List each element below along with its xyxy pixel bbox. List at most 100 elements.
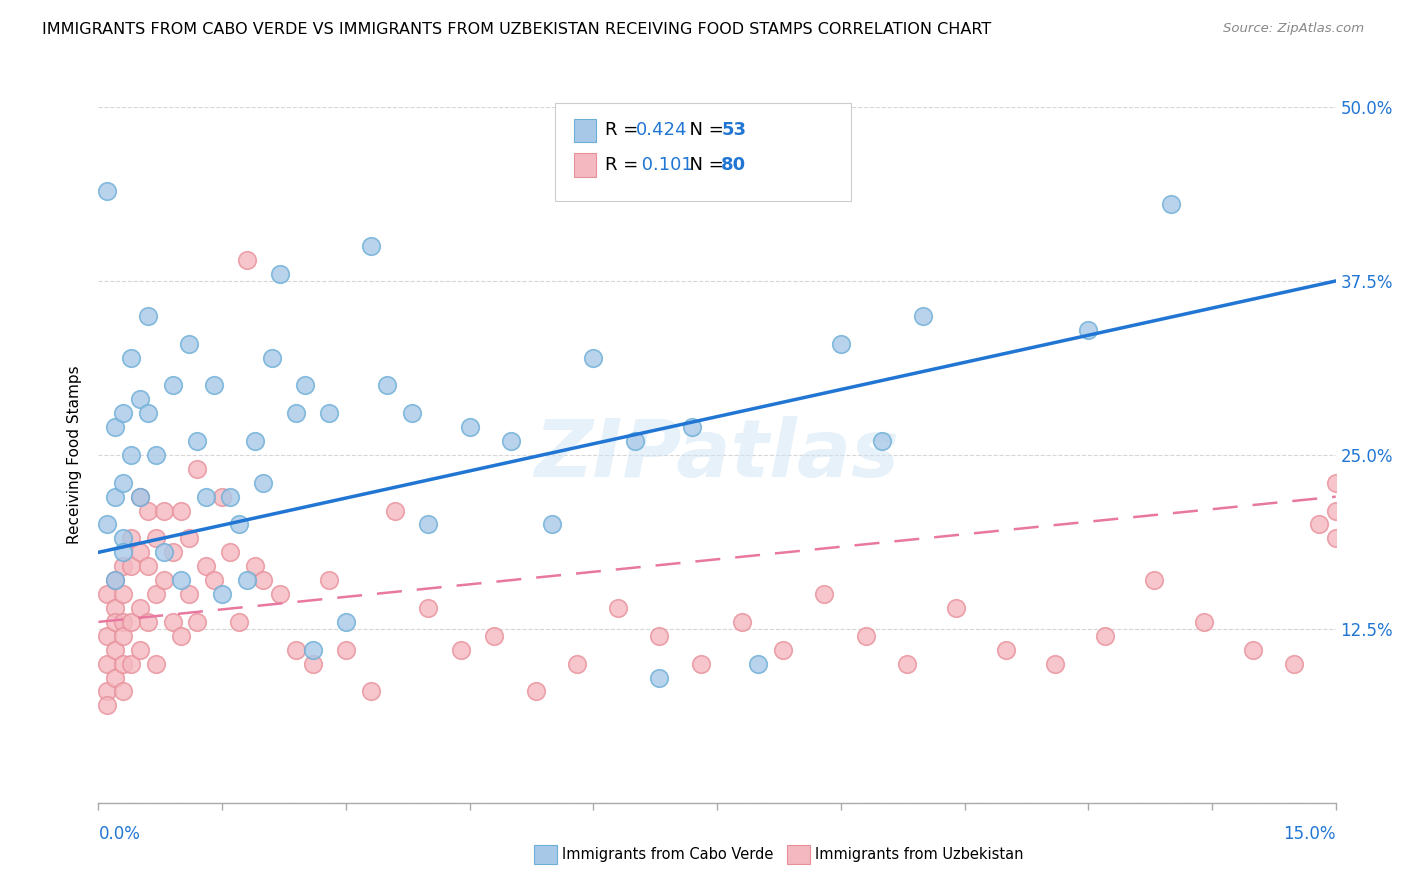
Point (285, 642, 308, 657)
Point (384, 503, 406, 517)
Point (772, 642, 794, 657)
Point (318, 573, 340, 587)
Text: R =: R = (605, 121, 644, 139)
Text: N =: N = (678, 121, 730, 139)
Point (731, 615, 754, 629)
Point (401, 406, 423, 420)
Point (170, 503, 193, 517)
Text: ZIPatlas: ZIPatlas (534, 416, 900, 494)
Point (269, 587, 291, 601)
Point (136, 503, 159, 517)
Point (120, 657, 142, 671)
Point (145, 587, 167, 601)
Point (375, 378, 398, 392)
Point (1284, 657, 1306, 671)
Point (541, 517, 564, 532)
Point (96, 629, 118, 643)
Point (418, 601, 440, 615)
Point (145, 448, 167, 462)
Point (912, 309, 935, 323)
Point (211, 587, 233, 601)
Point (236, 573, 259, 587)
Point (104, 642, 127, 657)
Point (170, 629, 193, 643)
Point (202, 378, 225, 392)
Point (896, 657, 918, 671)
Point (945, 601, 967, 615)
Point (120, 351, 142, 365)
Point (96, 698, 118, 713)
Point (228, 615, 250, 629)
Point (202, 573, 225, 587)
Point (120, 559, 142, 574)
Point (112, 545, 135, 559)
Point (104, 601, 127, 615)
Point (219, 490, 242, 504)
Point (194, 490, 217, 504)
Point (681, 420, 703, 434)
Point (855, 629, 877, 643)
Point (1077, 323, 1099, 337)
Point (458, 420, 481, 434)
Point (104, 671, 127, 685)
Point (136, 309, 159, 323)
Point (813, 587, 835, 601)
Text: Immigrants from Cabo Verde: Immigrants from Cabo Verde (562, 847, 773, 862)
Point (689, 657, 711, 671)
Point (96, 184, 118, 198)
Point (499, 434, 522, 448)
Text: N =: N = (678, 156, 730, 174)
Point (318, 406, 340, 420)
Point (648, 629, 671, 643)
Point (153, 503, 176, 517)
Point (162, 615, 184, 629)
Point (136, 559, 159, 574)
Point (104, 490, 127, 504)
Point (96, 587, 118, 601)
Point (112, 406, 135, 420)
Point (145, 532, 167, 546)
Point (112, 559, 135, 574)
Point (1324, 475, 1347, 490)
Text: 80: 80 (721, 156, 747, 174)
Point (120, 532, 142, 546)
Point (162, 378, 184, 392)
Point (1324, 503, 1347, 517)
Point (252, 573, 274, 587)
Point (484, 629, 506, 643)
Point (186, 434, 208, 448)
Point (112, 532, 135, 546)
Point (870, 434, 893, 448)
Point (994, 642, 1017, 657)
Point (236, 253, 259, 268)
Point (112, 684, 135, 698)
Point (335, 615, 357, 629)
Point (243, 434, 266, 448)
Point (607, 601, 630, 615)
Point (128, 490, 150, 504)
Text: R =: R = (605, 156, 644, 174)
Text: 0.101: 0.101 (636, 156, 692, 174)
Text: 15.0%: 15.0% (1284, 825, 1336, 843)
Point (228, 517, 250, 532)
Point (1241, 642, 1264, 657)
Point (96, 517, 118, 532)
Point (128, 490, 150, 504)
Point (1308, 517, 1330, 532)
Point (1094, 629, 1116, 643)
Point (194, 559, 217, 574)
Point (153, 573, 176, 587)
Point (294, 378, 316, 392)
Point (1143, 573, 1166, 587)
Point (1324, 532, 1347, 546)
Point (96, 657, 118, 671)
Point (243, 559, 266, 574)
Text: IMMIGRANTS FROM CABO VERDE VS IMMIGRANTS FROM UZBEKISTAN RECEIVING FOOD STAMPS C: IMMIGRANTS FROM CABO VERDE VS IMMIGRANTS… (42, 22, 991, 37)
Point (179, 587, 201, 601)
Point (623, 434, 645, 448)
Point (112, 587, 135, 601)
Point (128, 392, 150, 407)
Point (104, 615, 127, 629)
Point (219, 545, 242, 559)
Point (830, 336, 852, 351)
